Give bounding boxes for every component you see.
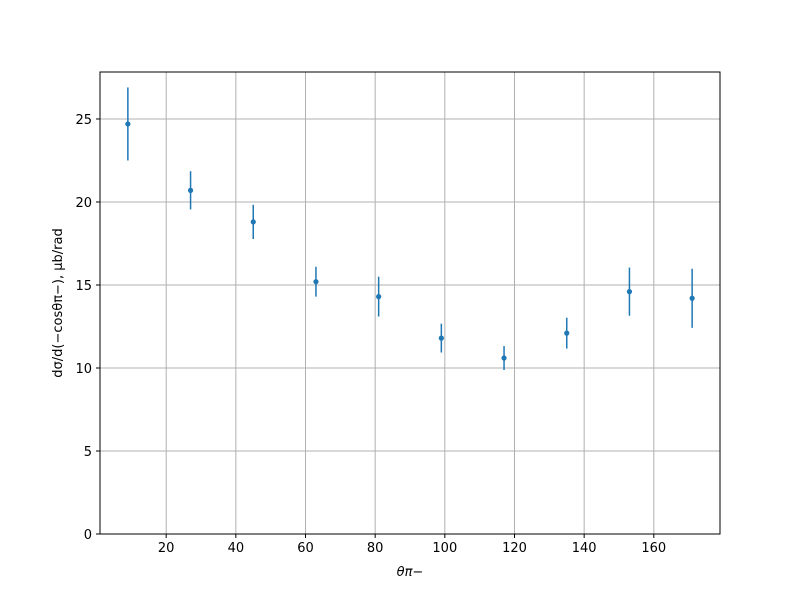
x-tick-label: 80 (367, 541, 384, 556)
y-axis-label: dσ/d(−cosθπ−), μb/rad (51, 228, 66, 377)
x-tick-label: 160 (641, 541, 666, 556)
y-tick-label: 25 (75, 113, 92, 128)
y-tick-label: 15 (75, 279, 92, 294)
x-tick-label: 140 (572, 541, 597, 556)
x-axis-label: θπ− (397, 565, 424, 580)
data-point (689, 295, 695, 301)
x-tick-label: 60 (297, 541, 314, 556)
data-point (438, 335, 444, 341)
x-tick-label: 100 (432, 541, 457, 556)
data-point (626, 289, 633, 295)
data-point (313, 279, 319, 285)
data-point (501, 355, 507, 361)
data-point (125, 121, 131, 127)
y-tick-label: 10 (75, 362, 92, 377)
data-point (564, 330, 570, 336)
data-point (376, 294, 382, 300)
x-tick-label: 40 (228, 541, 245, 556)
data-point (250, 219, 256, 225)
plot-frame (99, 71, 721, 535)
y-tick-label: 5 (84, 445, 92, 460)
y-tick-label: 20 (75, 196, 92, 211)
x-tick-label: 20 (158, 541, 175, 556)
data-point (187, 187, 194, 193)
x-tick-label: 120 (502, 541, 527, 556)
y-tick-label: 0 (84, 528, 92, 543)
